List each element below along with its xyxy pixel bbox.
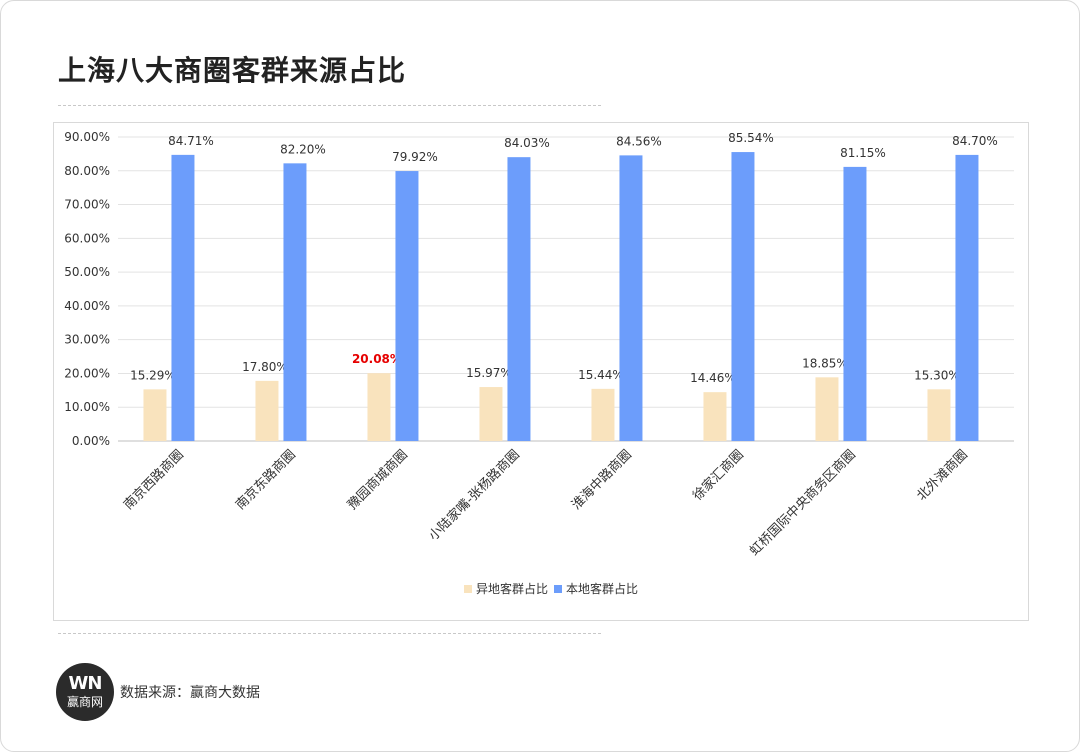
data-label: 15.44% bbox=[578, 368, 624, 382]
x-tick-label: 淮海中路商圈 bbox=[568, 447, 634, 513]
data-label: 18.85% bbox=[802, 356, 848, 370]
data-label: 79.92% bbox=[392, 150, 438, 164]
y-tick-label: 30.00% bbox=[64, 333, 110, 347]
data-label: 84.56% bbox=[616, 134, 662, 148]
logo-mark: WN bbox=[68, 673, 103, 694]
y-tick-label: 50.00% bbox=[64, 265, 110, 279]
y-tick-label: 70.00% bbox=[64, 198, 110, 212]
y-tick-label: 90.00% bbox=[64, 130, 110, 144]
bar-local bbox=[395, 171, 419, 441]
bar-nonlocal bbox=[255, 380, 279, 441]
bar-nonlocal bbox=[479, 387, 503, 441]
x-tick-label: 南京东路商圈 bbox=[232, 447, 298, 513]
bar-nonlocal bbox=[591, 388, 615, 441]
bar-local bbox=[283, 163, 307, 441]
bar-nonlocal bbox=[815, 377, 839, 441]
brand-logo: WN 赢商网 bbox=[56, 663, 114, 721]
x-tick-label: 小陆家嘴-张杨路商圈 bbox=[425, 447, 522, 544]
x-tick-label: 南京西路商圈 bbox=[120, 447, 186, 513]
bar-local bbox=[731, 152, 755, 441]
y-tick-label: 40.00% bbox=[64, 299, 110, 313]
y-tick-label: 0.00% bbox=[72, 434, 110, 448]
bar-nonlocal bbox=[927, 389, 951, 441]
logo-text: 赢商网 bbox=[66, 695, 103, 709]
bar-local bbox=[619, 155, 643, 441]
data-label: 84.03% bbox=[504, 136, 550, 150]
footer-divider bbox=[58, 633, 601, 634]
bar-nonlocal bbox=[367, 373, 391, 441]
legend-swatch bbox=[464, 585, 472, 593]
x-tick-label: 虹桥国际中央商务区商圈 bbox=[746, 447, 858, 559]
bar-nonlocal bbox=[143, 389, 167, 441]
bar-local bbox=[955, 154, 979, 441]
data-label: 15.29% bbox=[130, 368, 176, 382]
y-tick-label: 60.00% bbox=[64, 231, 110, 245]
data-label: 14.46% bbox=[690, 371, 736, 385]
y-tick-label: 20.00% bbox=[64, 366, 110, 380]
data-label: 84.71% bbox=[168, 134, 214, 148]
data-source: 数据来源：赢商大数据 bbox=[120, 685, 260, 701]
x-tick-label: 豫园商城商圈 bbox=[345, 447, 411, 513]
chart-frame: 0.00% 10.00% 20.00% 30.00% 40.00% 50.00% 60.00… bbox=[53, 122, 1029, 621]
title-divider bbox=[58, 105, 601, 106]
data-label: 15.30% bbox=[914, 368, 960, 382]
bar-nonlocal bbox=[703, 392, 727, 441]
data-label: 17.80% bbox=[242, 360, 288, 374]
data-label: 82.20% bbox=[280, 142, 326, 156]
x-tick-label: 北外滩商圈 bbox=[914, 447, 971, 504]
bar-chart: 0.00% 10.00% 20.00% 30.00% 40.00% 50.00% 60.00… bbox=[64, 130, 1014, 596]
footer: WN 赢商网 数据来源：赢商大数据 bbox=[56, 663, 260, 721]
y-tick-label: 80.00% bbox=[64, 164, 110, 178]
data-label: 84.70% bbox=[952, 134, 998, 148]
legend-swatch bbox=[554, 585, 562, 593]
data-label: 81.15% bbox=[840, 146, 886, 160]
data-label: 85.54% bbox=[728, 131, 774, 145]
data-label: 20.08% bbox=[352, 352, 402, 366]
bar-local bbox=[171, 154, 195, 441]
legend-label: 异地客群占比 bbox=[476, 581, 548, 596]
bar-local bbox=[843, 166, 867, 441]
data-label: 15.97% bbox=[466, 366, 512, 380]
page-title: 上海八大商圈客群来源占比 bbox=[58, 54, 407, 87]
legend-label: 本地客群占比 bbox=[566, 581, 638, 596]
y-tick-label: 10.00% bbox=[64, 400, 110, 414]
bar-local bbox=[507, 157, 531, 441]
x-tick-label: 徐家汇商圈 bbox=[690, 447, 747, 504]
